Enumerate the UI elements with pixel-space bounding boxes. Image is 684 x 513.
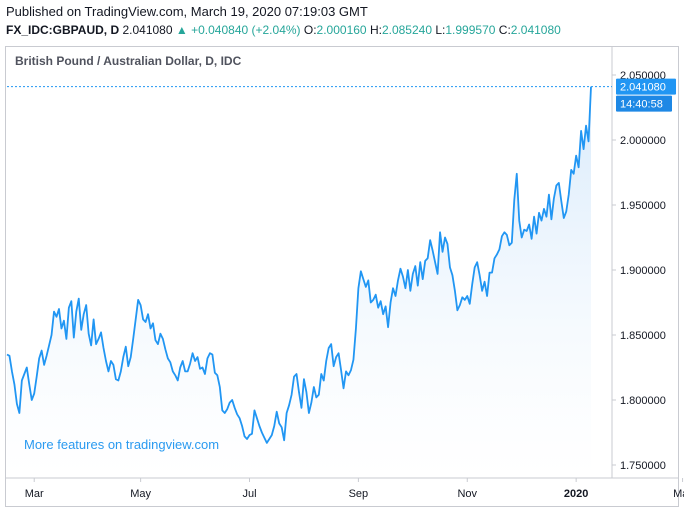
close-value: 2.041080 [510,23,561,37]
last-price-tag: 2.041080 [616,78,676,95]
last-price-tag-value: 2.041080 [620,82,666,94]
y-tick-label: 1.850000 [620,330,666,342]
y-tick-label: 1.900000 [620,265,666,277]
high-value: 2.085240 [381,23,433,37]
price-line [6,86,592,444]
high-label: H: [369,23,382,37]
y-tick-label: 1.950000 [620,200,666,212]
open-label: O: [303,23,317,37]
countdown-tag: 14:40:58 [616,95,672,112]
countdown-tag-value: 14:40:58 [620,99,663,111]
chart-title: British Pound / Australian Dollar, D, ID… [15,54,242,68]
watermark-link[interactable]: More features on tradingview.com [24,437,219,452]
open-value: 2.000160 [316,23,367,37]
y-tick-label: 1.750000 [620,460,666,472]
x-tick-label: Jul [242,488,256,500]
chart-frame [5,46,679,507]
low-label: L: [435,23,446,37]
x-tick-label: Mar [673,488,684,500]
x-tick-label: Mar [25,488,44,500]
x-tick-label: Nov [457,488,477,500]
y-tick-label: 2.000000 [620,135,666,147]
published-line: Published on TradingView.com, March 19, … [6,4,368,19]
low-value: 1.999570 [445,23,496,37]
symbol-name: FX_IDC:GBPAUD, D [6,23,120,37]
x-tick-label: May [130,488,151,500]
last-price: 2.041080 [122,23,173,37]
up-arrow-icon: ▲ [175,23,188,37]
symbol-line: FX_IDC:GBPAUD, D 2.041080 ▲ +0.040840 (+… [6,23,561,37]
x-tick-label: Sep [349,488,369,500]
x-tick-label: 2020 [564,488,588,500]
price-change: +0.040840 (+2.04%) [191,23,301,37]
price-area-fill [7,86,591,477]
y-tick-label: 1.800000 [620,395,666,407]
close-label: C: [498,23,511,37]
